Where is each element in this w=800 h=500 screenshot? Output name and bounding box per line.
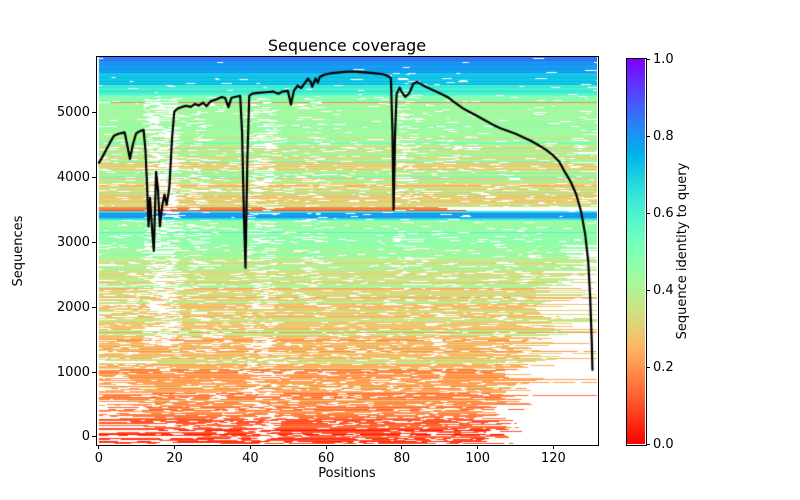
chart-title: Sequence coverage	[267, 36, 427, 55]
colorbar-tick-label: 0.6	[653, 205, 674, 221]
x-tick-label: 20	[166, 451, 183, 466]
x-tick-label: 40	[242, 451, 259, 466]
colorbar-label: Sequence identity to query	[675, 162, 690, 340]
y-tick-mark	[92, 371, 96, 373]
y-tick-label: 5000	[56, 105, 90, 121]
y-tick-label: 0	[81, 429, 90, 445]
y-tick-mark	[92, 242, 96, 244]
msa-heatmap-canvas	[97, 57, 597, 444]
y-tick-label: 1000	[56, 364, 90, 380]
x-tick-mark	[552, 445, 554, 449]
x-tick-mark	[249, 445, 251, 449]
colorbar-tick-mark	[646, 212, 650, 214]
x-tick-mark	[325, 445, 327, 449]
y-tick-label: 3000	[56, 235, 90, 251]
y-tick-mark	[92, 436, 96, 438]
colorbar-tick-label: 0.4	[653, 282, 674, 298]
x-tick-label: 0	[94, 451, 104, 466]
plot-area	[96, 56, 599, 446]
x-tick-mark	[98, 445, 100, 449]
colorbar-gradient-canvas	[627, 59, 645, 444]
colorbar-tick-mark	[646, 58, 650, 60]
colorbar-tick-label: 0.0	[653, 436, 674, 452]
y-tick-mark	[92, 306, 96, 308]
x-tick-label: 120	[541, 451, 566, 466]
y-axis-label: Sequences	[11, 215, 26, 287]
y-tick-label: 4000	[56, 170, 90, 186]
colorbar-tick-mark	[646, 443, 650, 445]
colorbar-tick-mark	[646, 135, 650, 137]
x-tick-mark	[174, 445, 176, 449]
y-tick-mark	[92, 177, 96, 179]
colorbar-tick-label: 1.0	[653, 51, 674, 67]
x-tick-label: 80	[393, 451, 411, 466]
colorbar-tick-label: 0.2	[653, 359, 674, 375]
y-tick-label: 2000	[56, 299, 90, 315]
x-tick-mark	[401, 445, 403, 449]
x-axis-label: Positions	[318, 466, 376, 481]
colorbar-tick-label: 0.8	[653, 128, 674, 144]
colorbar-tick-mark	[646, 366, 650, 368]
x-tick-mark	[477, 445, 479, 449]
x-tick-label: 100	[465, 451, 491, 466]
colorbar	[626, 58, 647, 446]
y-tick-mark	[92, 112, 96, 114]
x-tick-label: 60	[317, 451, 335, 466]
colorbar-tick-mark	[646, 289, 650, 291]
